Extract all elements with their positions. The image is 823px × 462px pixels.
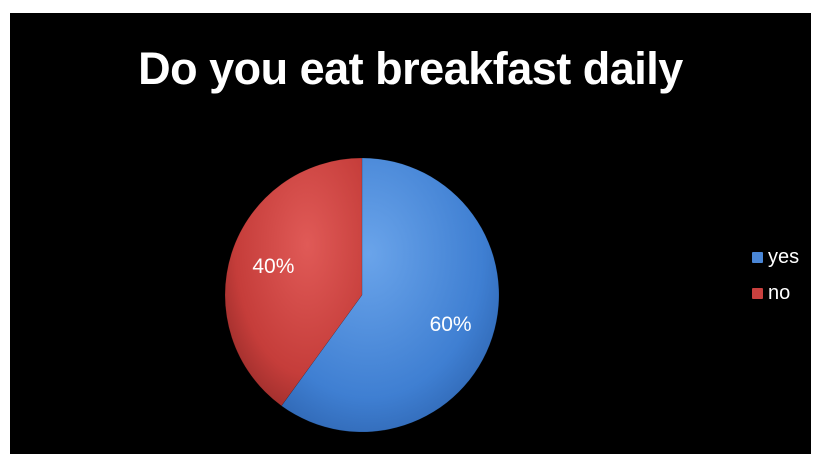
- legend-item-no: no: [752, 281, 799, 305]
- data-label-yes: 60%: [430, 313, 472, 336]
- chart-title: Do you eat breakfast daily: [138, 43, 683, 94]
- chart-area: Do you eat breakfast daily 60% 40%: [10, 13, 811, 454]
- legend-label-no: no: [768, 281, 791, 304]
- pie-slice-yes: [281, 157, 500, 433]
- legend-label-yes: yes: [768, 245, 800, 268]
- data-label-no: 40%: [252, 255, 294, 278]
- legend: yes no: [752, 245, 799, 317]
- pie-chart: 60% 40%: [224, 157, 500, 433]
- legend-swatch-yes: [752, 251, 763, 263]
- pie-slice-no: [224, 157, 363, 407]
- legend-swatch-no: [752, 287, 763, 299]
- legend-item-yes: yes: [752, 245, 799, 269]
